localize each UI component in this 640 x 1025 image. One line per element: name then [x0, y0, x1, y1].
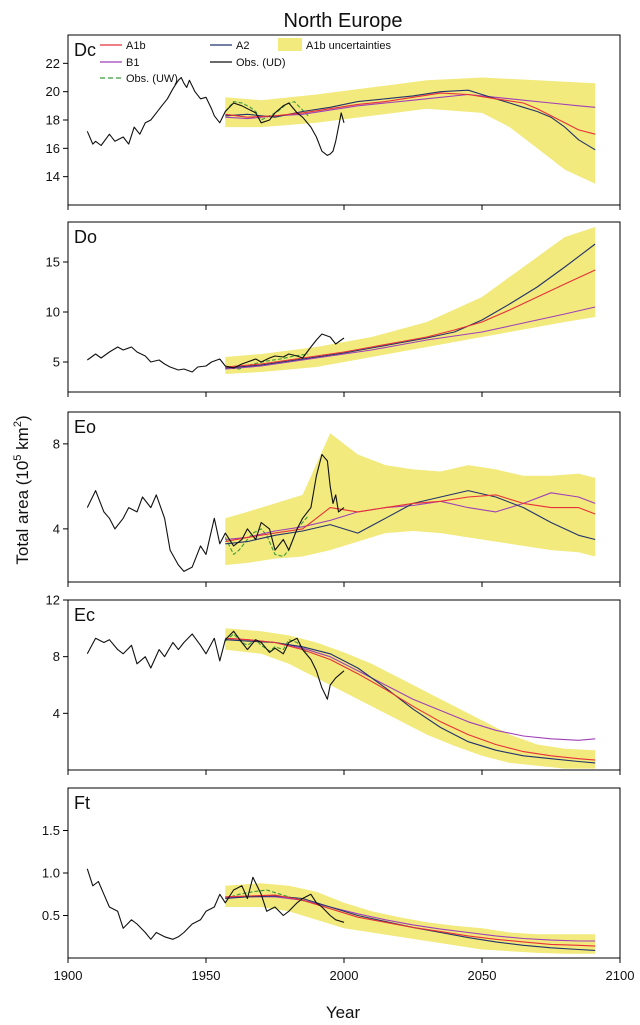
y-tick-label-do-2: 15: [46, 255, 60, 270]
x-tick-label-3: 2050: [468, 968, 497, 983]
y-tick-label-dc-3: 20: [46, 84, 60, 99]
figure-title: North Europe: [284, 10, 403, 32]
series-a1b-ec: [225, 637, 596, 761]
series-obs-ud-dc: [86, 76, 345, 156]
series-obs-uw-ft: [225, 889, 309, 903]
y-tick-label-ec-1: 8: [53, 649, 60, 664]
y-tick-label-dc-0: 14: [46, 169, 60, 184]
legend-label-a1b: A1b: [126, 40, 146, 52]
legend-label-b1: B1: [126, 57, 139, 69]
legend-label-obs-ud: Obs. (UD): [236, 57, 286, 69]
series-a2-ec: [225, 639, 596, 764]
series-a1b-ft: [225, 894, 596, 947]
panel-label-ec: Ec: [74, 605, 95, 625]
series-a2-do: [225, 243, 596, 369]
series-b1-ft: [225, 896, 596, 942]
series-obs-ud-do: [86, 333, 345, 373]
y-axis-label-sup: 5: [12, 455, 24, 461]
legend-swatch-uncertainties: [278, 38, 302, 51]
x-tick-label-4: 2100: [606, 968, 635, 983]
uncertainty-band-eo: [225, 433, 596, 565]
y-axis-label-unit: km: [13, 427, 32, 454]
series-a1b-do: [225, 269, 596, 368]
y-tick-label-ft-2: 1.5: [42, 823, 60, 838]
y-tick-label-eo-1: 8: [53, 436, 60, 451]
y-tick-label-ec-0: 4: [53, 706, 60, 721]
y-tick-label-dc-4: 22: [46, 56, 60, 71]
uncertainty-band-ec: [225, 628, 596, 769]
uncertainty-band-do: [225, 227, 596, 374]
y-tick-label-ft-0: 0.5: [42, 908, 60, 923]
y-tick-label-do-1: 10: [46, 305, 60, 320]
legend-label-a2: A2: [236, 40, 249, 52]
series-b1-eo: [225, 492, 596, 541]
x-axis-label: Year: [326, 1003, 361, 1022]
series-obs-uw-do: [225, 353, 309, 370]
panel-dc: Dc 14 16 18 20 22: [46, 34, 621, 210]
y-axis-label-text: Total area (10: [13, 461, 32, 565]
panels: Dc 14 16 18 20 22 Do 5 10 15 Eo 4 8 Ec 4 8 12 Ft 0.5 1.0 1.5…: [42, 34, 635, 983]
uncertainty-band-dc: [225, 77, 596, 184]
legend-label-obs-uw: Obs. (UW): [126, 73, 178, 85]
panel-do: Do 5 10 15: [46, 221, 621, 397]
series-a1b-eo: [225, 494, 596, 543]
panel-frame-ft: [67, 787, 621, 959]
x-tick-label-2: 2000: [330, 968, 359, 983]
panel-ft: Ft 0.5 1.0 1.5: [42, 787, 621, 963]
panel-label-ft: Ft: [74, 793, 90, 813]
series-obs-ud-ft: [86, 868, 345, 940]
x-tick-label-1: 1950: [192, 968, 221, 983]
x-tick-label-0: 1900: [54, 968, 83, 983]
panel-eo: Eo 4 8: [53, 411, 621, 587]
y-axis-label-close: ): [13, 415, 32, 421]
y-tick-label-dc-1: 16: [46, 141, 60, 156]
legend: A1b A2 A1b uncertainties B1 Obs. (UD) Ob…: [100, 38, 391, 85]
series-b1-do: [225, 306, 596, 370]
y-axis-label-sup2: 2: [12, 421, 24, 427]
panel-label-do: Do: [74, 227, 97, 247]
legend-label-uncertainties: A1b uncertainties: [306, 40, 391, 52]
y-tick-label-dc-2: 18: [46, 113, 60, 128]
series-obs-uw-ec: [224, 633, 309, 655]
y-tick-label-do-0: 5: [53, 355, 60, 370]
y-axis-label: Total area (105 km2): [12, 415, 32, 564]
series-a1b-dc: [225, 92, 596, 135]
series-obs-ud-ec: [86, 630, 345, 700]
panel-label-eo: Eo: [74, 417, 96, 437]
y-tick-label-eo-0: 4: [53, 521, 60, 536]
y-tick-label-ec-2: 12: [46, 593, 60, 608]
y-tick-label-ft-1: 1.0: [42, 866, 60, 881]
panel-ec: Ec 4 8 12: [46, 593, 621, 775]
series-obs-ud-eo: [86, 453, 345, 572]
series-obs-uw-dc: [224, 101, 309, 121]
series-a2-dc: [225, 89, 596, 151]
panel-label-dc: Dc: [74, 40, 96, 60]
